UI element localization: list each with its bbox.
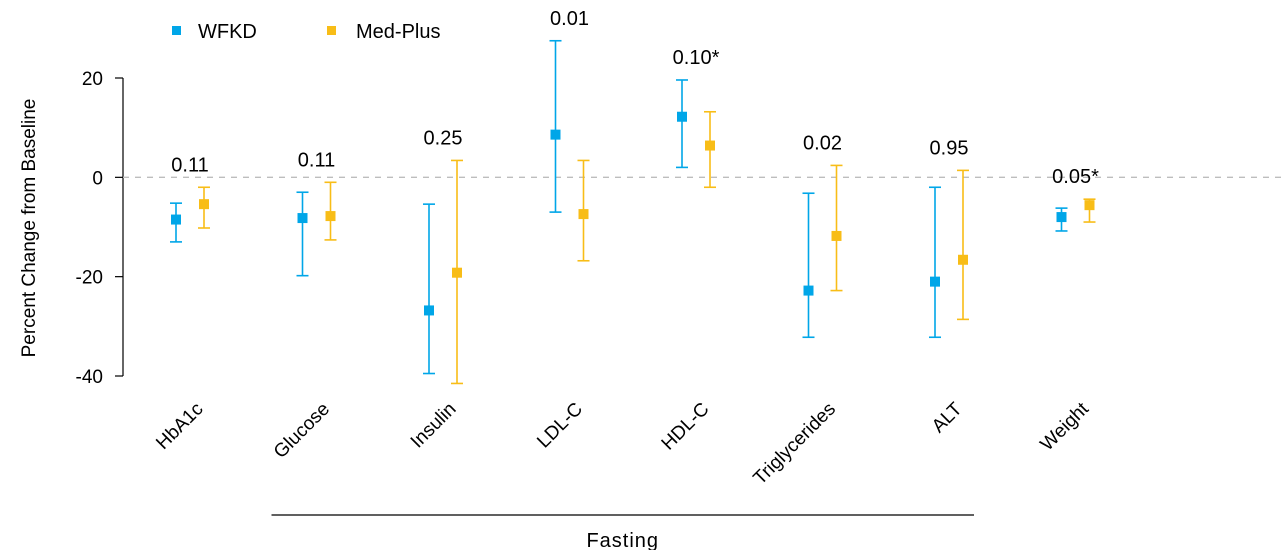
p-value-hdl-c: 0.10* [673,47,720,69]
p-value-labels: 0.11 0.11 0.25 0.01 0.10* 0.02 0.95 0.05* [171,8,1099,188]
fasting-group-label: Fasting [586,530,659,550]
p-value-weight: 0.05* [1052,166,1099,188]
category-label-glucose: Glucose [270,399,334,463]
legend-marker-wfkd [172,26,181,35]
y-tick-label: 20 [82,69,103,90]
point-wfkd-hba1c [171,214,181,225]
p-value-ldl-c: 0.01 [550,8,589,30]
point-wfkd-hdl-c [677,111,687,122]
y-tick-label: -20 [76,268,103,289]
point-med-plus-triglycerides [831,230,842,241]
p-value-alt: 0.95 [930,137,969,159]
point-wfkd-alt [930,276,940,287]
point-wfkd-triglycerides [803,285,814,296]
category-label-insulin: Insulin [407,399,461,453]
point-med-plus-glucose [325,211,336,222]
y-axis-ticks: 20 0 -20 -40 [76,69,123,388]
category-label-hdl-c: HDL-C [658,399,714,455]
point-wfkd-weight [1056,212,1067,223]
point-med-plus-ldl-c [578,209,589,220]
point-med-plus-weight [1084,200,1095,211]
category-label-ldl-c: LDL-C [533,399,587,453]
y-axis-label: Percent Change from Baseline [19,99,40,358]
point-med-plus-insulin [452,267,462,278]
legend-label-med-plus: Med-Plus [356,21,440,43]
p-value-glucose: 0.11 [298,149,335,171]
y-tick-label: -40 [76,367,103,388]
point-wfkd-ldl-c [550,129,561,140]
p-value-insulin: 0.25 [424,127,463,149]
point-med-plus-hdl-c [705,140,715,151]
p-value-triglycerides: 0.02 [803,132,842,154]
category-label-hba1c: HbA1c [152,399,207,454]
category-label-triglycerides: Triglycerides [750,399,841,490]
legend-label-wfkd: WFKD [198,21,257,43]
point-wfkd-insulin [424,305,434,316]
category-label-weight: Weight [1037,398,1094,455]
y-tick-label: 0 [92,168,103,189]
category-label-alt: ALT [928,398,967,437]
data-marks [170,39,1096,385]
p-value-hba1c: 0.11 [171,154,208,176]
category-labels: HbA1c Glucose Insulin LDL-C HDL-C Triglycerid… [152,398,1093,489]
point-wfkd-glucose [297,213,308,224]
point-med-plus-hba1c [199,199,209,210]
legend-marker-med-plus [327,26,336,35]
point-med-plus-alt [958,254,968,265]
legend: WFKD Med-Plus [172,21,440,43]
